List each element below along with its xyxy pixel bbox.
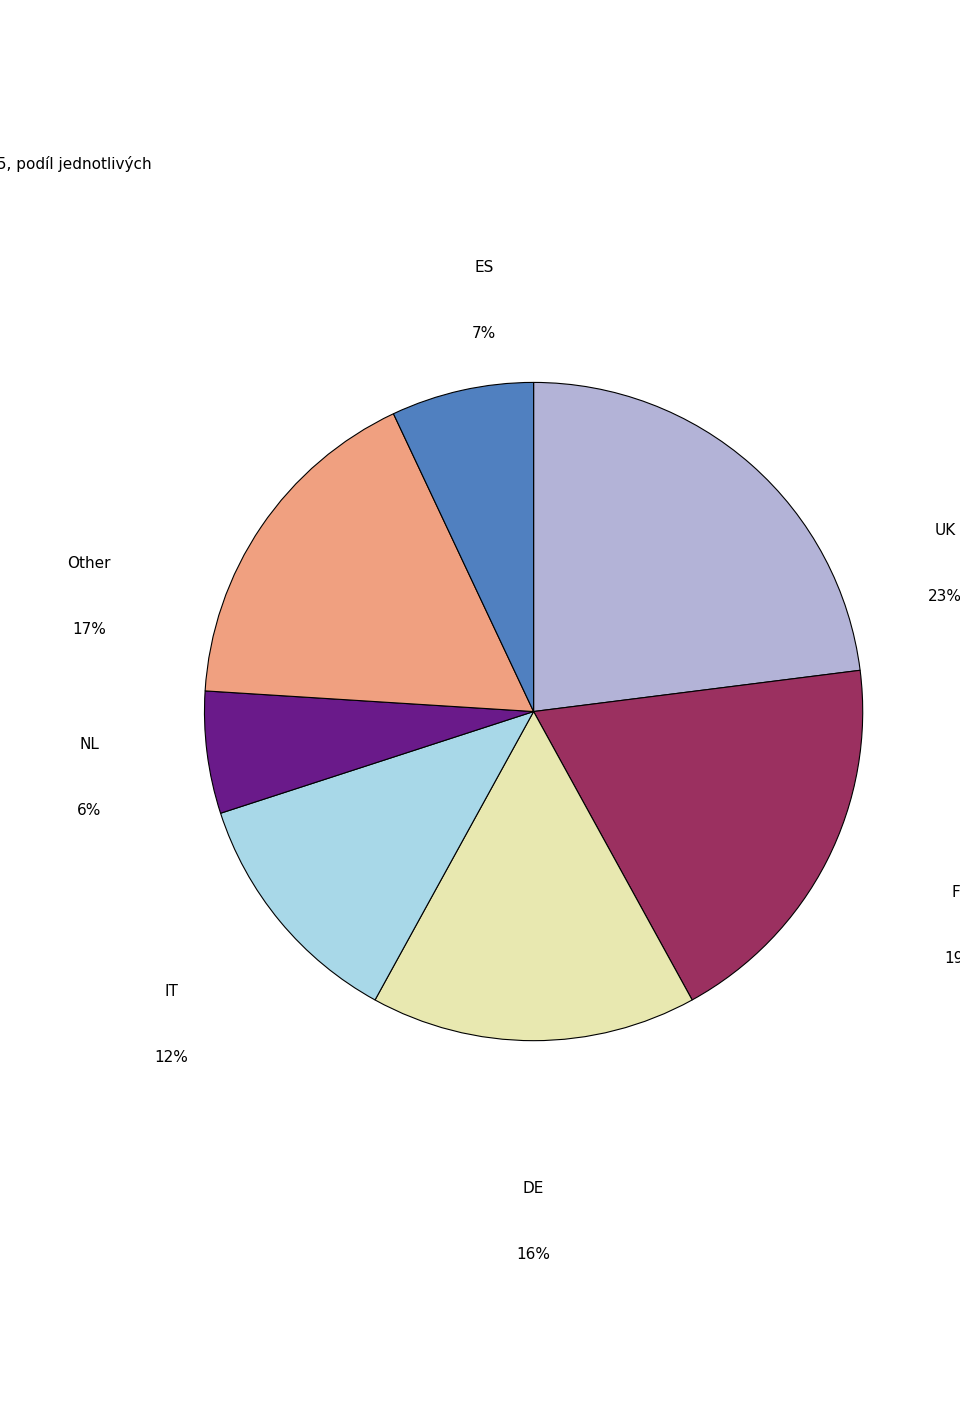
- Text: Other: Other: [67, 556, 111, 572]
- Text: FR: FR: [951, 885, 960, 899]
- Text: 23%: 23%: [928, 588, 960, 604]
- Text: DE: DE: [523, 1181, 544, 1196]
- Text: 19%: 19%: [945, 951, 960, 965]
- Wedge shape: [205, 413, 534, 712]
- Text: IT: IT: [164, 984, 179, 999]
- Wedge shape: [394, 382, 534, 712]
- Text: UK: UK: [934, 523, 955, 538]
- Text: NL: NL: [80, 737, 99, 752]
- Wedge shape: [221, 712, 534, 1000]
- Text: Graf č. 40: Obrat reklamy v EU25, podíl jednotlivých
členských států, 2003: Graf č. 40: Obrat reklamy v EU25, podíl …: [0, 156, 152, 192]
- Wedge shape: [204, 691, 534, 813]
- Text: ES: ES: [474, 259, 493, 275]
- Text: 17%: 17%: [72, 622, 107, 637]
- Text: 7%: 7%: [472, 325, 496, 340]
- Text: 16%: 16%: [516, 1247, 551, 1262]
- Wedge shape: [534, 382, 860, 712]
- Text: 12%: 12%: [155, 1049, 188, 1065]
- Text: 6%: 6%: [77, 803, 102, 818]
- Wedge shape: [534, 670, 863, 1000]
- Wedge shape: [375, 712, 692, 1041]
